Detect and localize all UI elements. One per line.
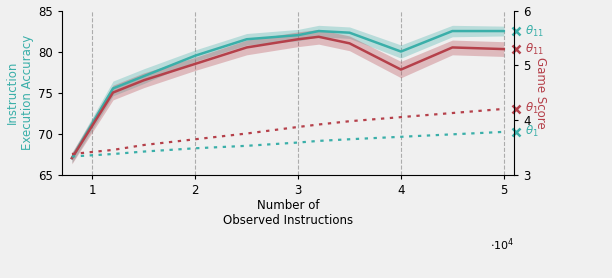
Text: $\theta_{11}$: $\theta_{11}$ <box>525 24 544 39</box>
Text: $\theta_{1}$: $\theta_{1}$ <box>525 101 539 116</box>
Text: $\theta_{1}$: $\theta_{1}$ <box>525 124 539 140</box>
X-axis label: Number of
Observed Instructions: Number of Observed Instructions <box>223 199 353 227</box>
Y-axis label: Instruction
Execution Accuracy: Instruction Execution Accuracy <box>6 35 34 150</box>
Text: $\theta_{11}$: $\theta_{11}$ <box>525 41 544 57</box>
Text: $\cdot10^4$: $\cdot10^4$ <box>490 237 514 254</box>
Y-axis label: Game Score: Game Score <box>534 57 547 128</box>
